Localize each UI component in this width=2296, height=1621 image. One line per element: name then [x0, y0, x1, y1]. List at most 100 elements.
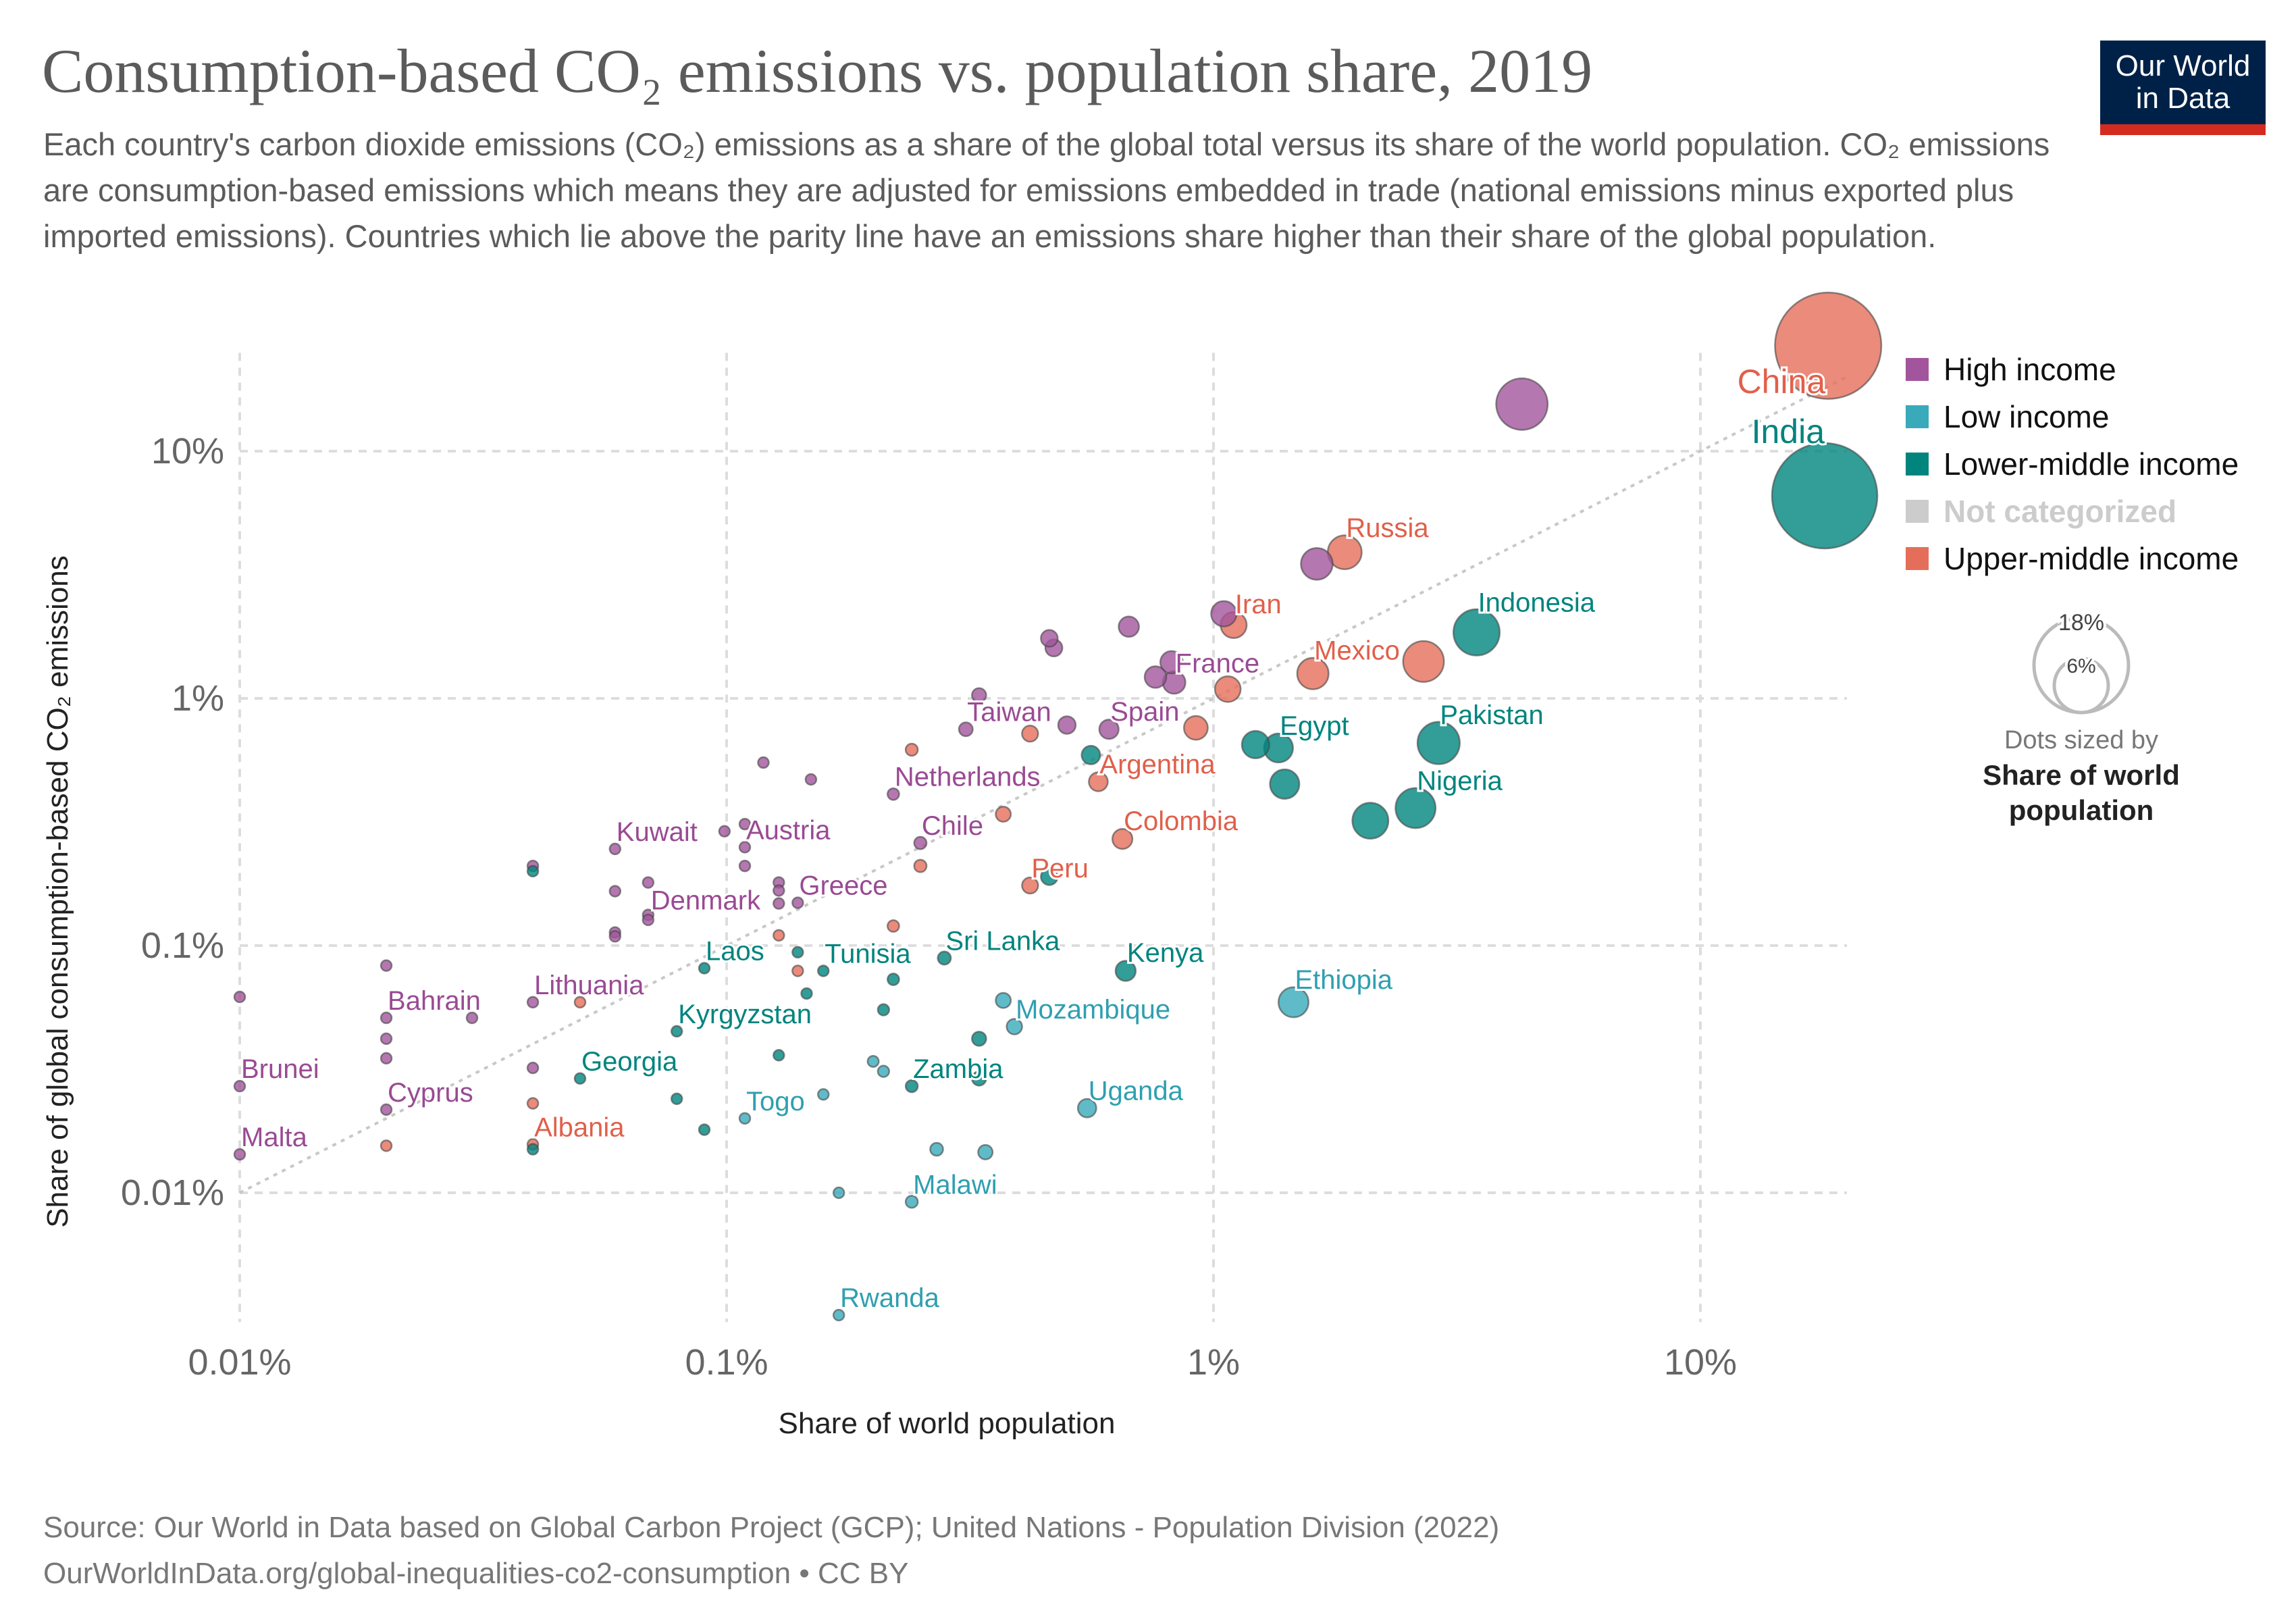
point-lower-middle-70[interactable] [971, 1031, 987, 1047]
point-high-4[interactable] [1300, 547, 1334, 581]
point-lower-middle-93[interactable] [698, 1123, 711, 1136]
point-high-33[interactable] [757, 756, 770, 769]
point-upper-middle-58[interactable] [887, 919, 900, 933]
point-high-41[interactable] [738, 817, 752, 831]
point-high-50[interactable] [773, 884, 785, 897]
point-lower-middle-47[interactable] [1040, 867, 1059, 886]
point-argentina[interactable] [1088, 771, 1109, 792]
point-denmark[interactable] [642, 876, 655, 889]
point-netherlands[interactable] [887, 787, 900, 801]
owid-logo[interactable]: Our World in Data [2100, 41, 2266, 135]
point-ethiopia[interactable] [1278, 986, 1309, 1019]
point-kuwait[interactable] [608, 842, 622, 856]
point-high-11[interactable] [1143, 665, 1168, 689]
point-pakistan[interactable] [1416, 721, 1461, 765]
point-indonesia[interactable] [1453, 608, 1501, 657]
point-togo[interactable] [738, 1112, 752, 1125]
point-upper-middle-22[interactable] [1021, 725, 1039, 743]
point-lower-middle-74[interactable] [773, 1049, 785, 1062]
point-high-51[interactable] [773, 897, 785, 910]
point-high-6[interactable] [1210, 600, 1238, 627]
point-uganda[interactable] [1076, 1098, 1097, 1118]
point-upper-middle-59[interactable] [773, 929, 785, 942]
point-high-55[interactable] [642, 913, 655, 927]
point-rwanda[interactable] [832, 1308, 845, 1322]
point-upper-middle-62[interactable] [791, 964, 804, 977]
point-lower-middle-44[interactable] [526, 865, 540, 878]
point-lower-middle-66[interactable] [887, 973, 900, 986]
point-high-42[interactable] [738, 859, 752, 873]
legend-item-high[interactable]: High income [1906, 352, 2116, 387]
point-high-76[interactable] [380, 959, 393, 972]
point-taiwan[interactable] [958, 721, 974, 738]
point-sri-lanka[interactable] [937, 950, 952, 966]
point-kyrgyzstan[interactable] [670, 1025, 683, 1038]
point-upper-middle-32[interactable] [904, 742, 919, 757]
point-lower-middle-24[interactable] [1241, 729, 1270, 760]
point-brunei[interactable] [233, 1079, 246, 1093]
point-cyprus[interactable] [380, 1103, 393, 1116]
point-lower-middle-61[interactable] [791, 946, 804, 959]
point-high-2[interactable] [1495, 377, 1549, 431]
point-lower-middle-71[interactable] [800, 987, 813, 1000]
point-lower-middle-90[interactable] [526, 1143, 540, 1156]
point-china[interactable] [1774, 291, 1883, 400]
point-lower-middle-26[interactable] [1269, 768, 1301, 800]
point-low-102[interactable] [977, 1143, 994, 1160]
point-upper-middle-91[interactable] [526, 1097, 540, 1110]
point-lower-middle-29[interactable] [1080, 744, 1101, 765]
point-lower-middle-28[interactable] [1351, 802, 1390, 840]
point-colombia[interactable] [1112, 828, 1134, 850]
legend-item-upper-middle[interactable]: Upper-middle income [1906, 541, 2239, 576]
point-high-57[interactable] [608, 930, 622, 943]
point-chile[interactable] [913, 835, 928, 850]
point-low-103[interactable] [832, 1186, 845, 1200]
point-upper-middle-16[interactable] [1214, 675, 1242, 703]
point-upper-middle-84[interactable] [380, 1139, 393, 1152]
point-high-21[interactable] [971, 687, 987, 704]
point-tunisia[interactable] [816, 964, 830, 977]
point-lithuania[interactable] [526, 996, 540, 1009]
point-spain[interactable] [1098, 719, 1120, 740]
point-high-14[interactable] [1040, 629, 1059, 648]
point-low-97[interactable] [877, 1064, 891, 1078]
point-malta[interactable] [233, 1148, 246, 1161]
point-upper-middle-18[interactable] [1182, 715, 1209, 741]
point-austria[interactable] [738, 841, 752, 854]
legend-item-lower-middle[interactable]: Lower-middle income [1906, 446, 2239, 482]
point-low-101[interactable] [929, 1141, 944, 1157]
point-upper-middle-9[interactable] [1402, 640, 1445, 683]
point-zambia[interactable] [904, 1079, 919, 1093]
point-high-19[interactable] [1057, 715, 1077, 735]
point-high-12[interactable] [1159, 650, 1184, 675]
point-laos[interactable] [698, 962, 711, 975]
source-url[interactable]: OurWorldInData.org/global-inequalities-c… [43, 1557, 909, 1590]
point-india[interactable] [1771, 442, 1879, 550]
point-nigeria[interactable] [1394, 787, 1437, 829]
point-high-77[interactable] [380, 1032, 393, 1046]
point-lower-middle-72[interactable] [877, 1003, 891, 1017]
point-high-87[interactable] [526, 1061, 540, 1075]
point-high-78[interactable] [380, 1052, 393, 1065]
point-kenya[interactable] [1114, 960, 1137, 982]
point-high-81[interactable] [233, 990, 246, 1004]
point-bahrain[interactable] [380, 1011, 393, 1025]
point-high-34[interactable] [804, 773, 818, 786]
point-high-53[interactable] [608, 885, 622, 898]
point-high-40[interactable] [718, 825, 731, 838]
point-lower-middle-99[interactable] [971, 1070, 987, 1087]
point-mozambique[interactable] [1006, 1018, 1023, 1035]
legend-item-low[interactable]: Low income [1906, 399, 2109, 434]
point-low-95[interactable] [816, 1088, 830, 1101]
legend-item-none[interactable]: Not categorized [1906, 494, 2176, 529]
point-upper-middle-37[interactable] [995, 806, 1012, 823]
point-lower-middle-92[interactable] [670, 1092, 683, 1106]
point-high-13[interactable] [1118, 615, 1140, 638]
point-low-96[interactable] [866, 1055, 880, 1068]
point-peru[interactable] [1021, 876, 1039, 895]
point-upper-middle-45[interactable] [913, 858, 928, 873]
point-high-79[interactable] [465, 1011, 479, 1025]
point-greece[interactable] [791, 896, 804, 909]
point-low-69[interactable] [995, 992, 1012, 1009]
point-upper-middle-86[interactable] [573, 996, 587, 1009]
